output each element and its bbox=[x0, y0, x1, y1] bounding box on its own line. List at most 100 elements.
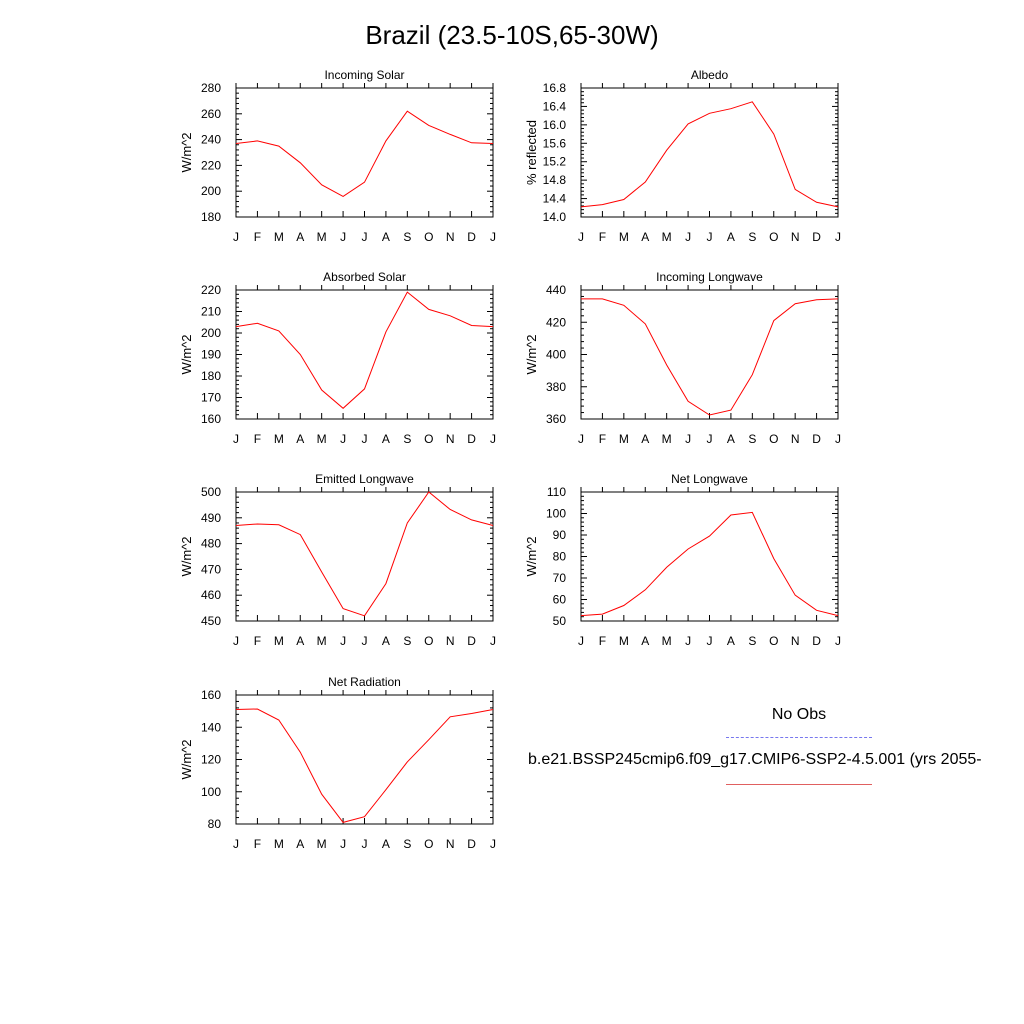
x-tick-label-albedo: N bbox=[791, 230, 800, 244]
y-axis-label-incoming-longwave: W/m^2 bbox=[524, 334, 539, 374]
x-tick-label-emitted-longwave: M bbox=[274, 634, 284, 648]
x-tick-label-incoming-longwave: M bbox=[619, 432, 629, 446]
x-tick-label-emitted-longwave: D bbox=[467, 634, 476, 648]
x-tick-label-albedo: J bbox=[685, 230, 691, 244]
y-tick-label-incoming-longwave: 380 bbox=[546, 380, 566, 394]
y-tick-label-net-longwave: 100 bbox=[546, 507, 566, 521]
x-tick-label-net-longwave: A bbox=[727, 634, 735, 648]
x-tick-label-absorbed-solar: J bbox=[233, 432, 239, 446]
x-tick-label-incoming-solar: M bbox=[317, 230, 327, 244]
panel-title-emitted-longwave: Emitted Longwave bbox=[315, 472, 414, 486]
series-line-emitted-longwave bbox=[235, 491, 494, 617]
x-tick-label-incoming-longwave: D bbox=[812, 432, 821, 446]
y-tick-label-emitted-longwave: 450 bbox=[201, 614, 221, 628]
x-tick-label-emitted-longwave: J bbox=[362, 634, 368, 648]
x-tick-label-albedo: M bbox=[662, 230, 672, 244]
x-tick-label-absorbed-solar: O bbox=[424, 432, 433, 446]
x-tick-label-net-radiation: A bbox=[382, 837, 390, 851]
plot-frame-albedo bbox=[580, 87, 839, 218]
x-tick-label-net-radiation: O bbox=[424, 837, 433, 851]
plot-frame-incoming-longwave bbox=[580, 289, 839, 420]
panel-title-albedo: Albedo bbox=[691, 68, 729, 82]
x-tick-label-net-longwave: J bbox=[707, 634, 713, 648]
y-tick-label-albedo: 16.0 bbox=[543, 118, 567, 132]
x-tick-label-absorbed-solar: F bbox=[254, 432, 261, 446]
x-tick-label-absorbed-solar: J bbox=[340, 432, 346, 446]
x-tick-label-net-longwave: O bbox=[769, 634, 778, 648]
x-tick-label-net-radiation: J bbox=[362, 837, 368, 851]
x-tick-label-absorbed-solar: D bbox=[467, 432, 476, 446]
x-tick-label-emitted-longwave: J bbox=[340, 634, 346, 648]
series-line-incoming-longwave bbox=[581, 298, 839, 416]
series-line-absorbed-solar bbox=[235, 291, 494, 409]
x-tick-label-incoming-solar: N bbox=[446, 230, 455, 244]
y-tick-label-absorbed-solar: 220 bbox=[201, 283, 221, 297]
x-tick-label-emitted-longwave: N bbox=[446, 634, 455, 648]
figure-title: Brazil (23.5-10S,65-30W) bbox=[365, 20, 659, 50]
x-tick-label-net-longwave: J bbox=[835, 634, 841, 648]
x-tick-label-albedo: O bbox=[769, 230, 778, 244]
x-tick-label-emitted-longwave: A bbox=[382, 634, 390, 648]
y-axis-label-incoming-solar: W/m^2 bbox=[179, 132, 194, 172]
y-tick-label-incoming-solar: 180 bbox=[201, 210, 221, 224]
y-tick-label-incoming-longwave: 360 bbox=[546, 412, 566, 426]
x-tick-label-emitted-longwave: F bbox=[254, 634, 261, 648]
panel-albedo: Albedo % reflected 14.0 14.4 14.8 15.2 15.6 16.… bbox=[524, 68, 841, 244]
x-tick-label-emitted-longwave: J bbox=[233, 634, 239, 648]
y-tick-label-albedo: 16.4 bbox=[543, 99, 567, 113]
x-tick-label-net-longwave: M bbox=[619, 634, 629, 648]
x-tick-label-incoming-longwave: J bbox=[578, 432, 584, 446]
panel-title-absorbed-solar: Absorbed Solar bbox=[323, 270, 406, 284]
y-tick-label-incoming-solar: 260 bbox=[201, 107, 221, 121]
y-tick-label-albedo: 14.8 bbox=[543, 173, 567, 187]
panel-title-incoming-longwave: Incoming Longwave bbox=[656, 270, 763, 284]
x-tick-label-incoming-solar: J bbox=[490, 230, 496, 244]
x-tick-label-emitted-longwave: J bbox=[490, 634, 496, 648]
x-tick-label-incoming-solar: J bbox=[233, 230, 239, 244]
series-line-net-radiation bbox=[235, 708, 494, 823]
y-axis-label-absorbed-solar: W/m^2 bbox=[179, 334, 194, 374]
y-axis-label-net-radiation: W/m^2 bbox=[179, 739, 194, 779]
panel-title-incoming-solar: Incoming Solar bbox=[324, 68, 404, 82]
x-tick-label-incoming-solar: M bbox=[274, 230, 284, 244]
x-tick-label-incoming-solar: F bbox=[254, 230, 261, 244]
x-tick-label-incoming-longwave: O bbox=[769, 432, 778, 446]
x-tick-label-net-longwave: J bbox=[578, 634, 584, 648]
x-tick-label-incoming-longwave: J bbox=[685, 432, 691, 446]
panel-absorbed-solar: Absorbed Solar W/m^2 160 170 180 190 200 210 220… bbox=[179, 270, 496, 446]
x-tick-label-albedo: J bbox=[578, 230, 584, 244]
x-tick-label-absorbed-solar: M bbox=[274, 432, 284, 446]
x-tick-label-incoming-solar: O bbox=[424, 230, 433, 244]
x-tick-label-net-radiation: N bbox=[446, 837, 455, 851]
x-tick-label-incoming-longwave: A bbox=[727, 432, 735, 446]
x-tick-label-absorbed-solar: J bbox=[490, 432, 496, 446]
legend-model-line bbox=[726, 784, 872, 785]
x-tick-label-albedo: A bbox=[727, 230, 735, 244]
plot-frame-incoming-solar bbox=[235, 87, 494, 218]
x-tick-label-incoming-solar: S bbox=[403, 230, 411, 244]
y-tick-label-net-longwave: 110 bbox=[547, 485, 566, 499]
series-line-net-longwave bbox=[580, 511, 839, 617]
x-tick-label-incoming-longwave: J bbox=[707, 432, 713, 446]
x-tick-label-absorbed-solar: A bbox=[382, 432, 390, 446]
x-tick-label-net-longwave: J bbox=[685, 634, 691, 648]
series-line-incoming-solar bbox=[235, 110, 494, 197]
x-tick-label-net-radiation: M bbox=[274, 837, 284, 851]
x-tick-label-incoming-longwave: M bbox=[662, 432, 672, 446]
x-tick-label-absorbed-solar: J bbox=[362, 432, 368, 446]
x-tick-label-net-longwave: N bbox=[791, 634, 800, 648]
y-tick-label-absorbed-solar: 160 bbox=[201, 412, 221, 426]
x-tick-label-absorbed-solar: N bbox=[446, 432, 455, 446]
legend-model-label: b.e21.BSSP245cmip6.f09_g17.CMIP6-SSP2-4.… bbox=[528, 751, 982, 768]
x-tick-label-net-radiation: A bbox=[296, 837, 304, 851]
y-tick-label-absorbed-solar: 180 bbox=[201, 369, 221, 383]
x-tick-label-absorbed-solar: A bbox=[296, 432, 304, 446]
x-tick-label-net-longwave: D bbox=[812, 634, 821, 648]
y-tick-label-net-longwave: 90 bbox=[553, 528, 567, 542]
y-tick-label-emitted-longwave: 460 bbox=[201, 588, 221, 602]
y-tick-label-incoming-longwave: 420 bbox=[546, 315, 566, 329]
series-line-albedo bbox=[580, 101, 839, 208]
legend-obs-label: No Obs bbox=[771, 706, 827, 723]
